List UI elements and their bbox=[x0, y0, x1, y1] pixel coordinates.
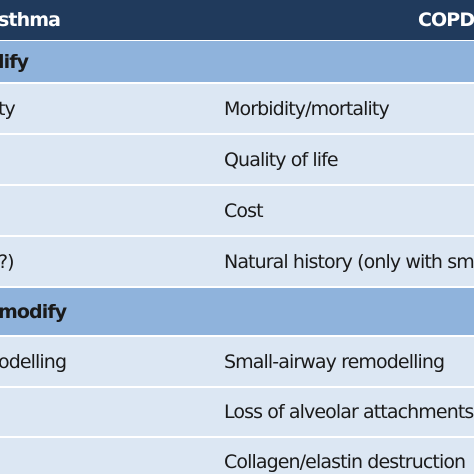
table-row: Loss of alveolar attachments bbox=[0, 388, 474, 436]
cell: ?) bbox=[0, 250, 15, 273]
table-row: ty Morbidity/mortality bbox=[0, 84, 474, 133]
table-row: ?) Natural history (only with sm bbox=[0, 237, 474, 286]
cell: Natural history (only with sm bbox=[224, 250, 474, 273]
header-cell: sthma bbox=[0, 9, 61, 31]
section-row: modify bbox=[0, 288, 474, 335]
cell: Cost bbox=[224, 199, 264, 222]
cell: Morbidity/mortality bbox=[224, 97, 390, 120]
section-title: lify bbox=[0, 50, 29, 73]
cell: Collagen/elastin destruction bbox=[224, 451, 466, 473]
cell: Quality of life bbox=[224, 148, 339, 171]
table-row: Collagen/elastin destruction bbox=[0, 438, 474, 474]
cell: odelling bbox=[0, 350, 67, 373]
table-row: odelling Small-airway remodelling bbox=[0, 337, 474, 386]
section-title: modify bbox=[0, 300, 67, 323]
header-cell: COPD bbox=[418, 9, 474, 31]
cell: Small-airway remodelling bbox=[224, 350, 445, 373]
table-row: Quality of life bbox=[0, 135, 474, 184]
header-row: sthma COPD bbox=[0, 0, 474, 40]
cell: ty bbox=[0, 97, 16, 120]
cell: Loss of alveolar attachments bbox=[224, 401, 474, 423]
table-row: Cost bbox=[0, 186, 474, 235]
section-row: lify bbox=[0, 41, 474, 82]
